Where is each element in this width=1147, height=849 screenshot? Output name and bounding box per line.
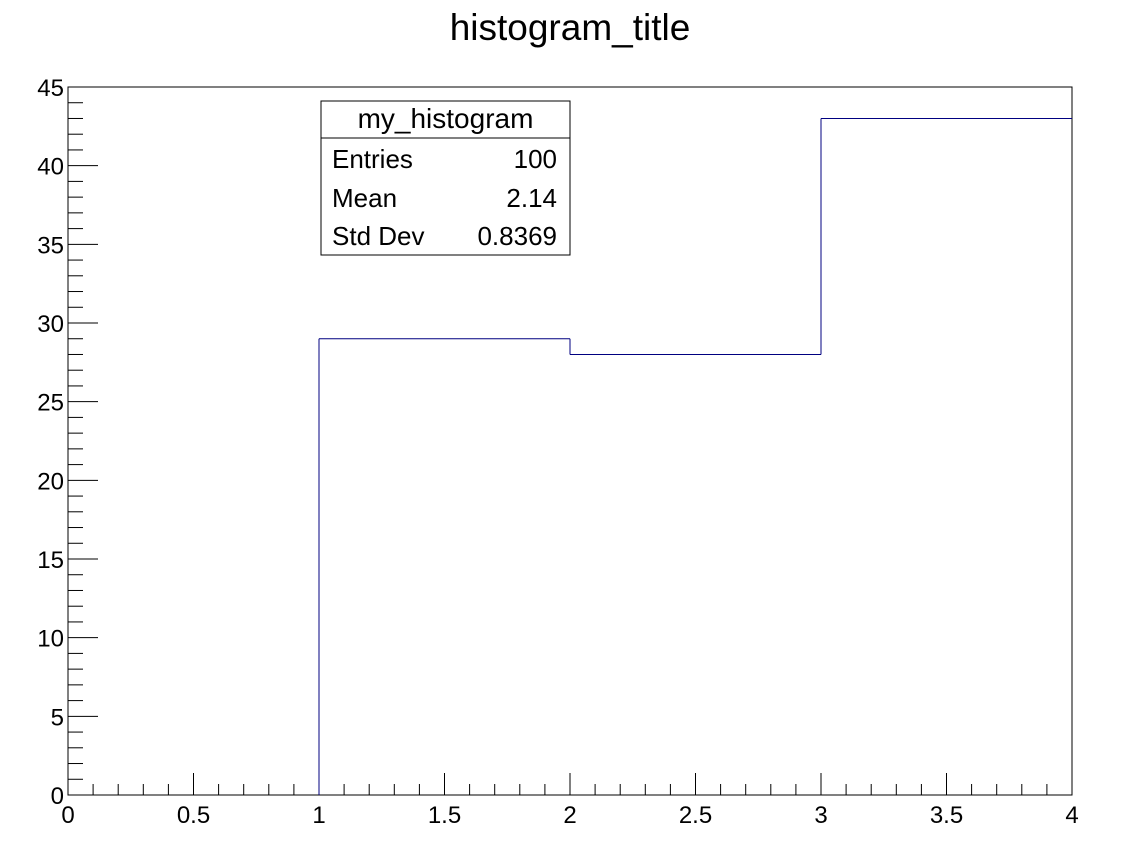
y-tick-label: 15 [37,547,64,574]
x-tick-label: 2.5 [679,802,712,829]
stats-entries-value: 100 [514,144,557,174]
x-tick-label: 1.5 [428,802,461,829]
chart-title: histogram_title [450,7,691,48]
x-tick-label: 4 [1065,802,1078,829]
y-tick-label: 0 [51,783,64,810]
y-tick-label: 25 [37,390,64,417]
y-tick-label: 10 [37,626,64,653]
stats-stddev-label: Std Dev [332,221,425,251]
histogram-bars [318,117,1072,795]
x-tick-label: 0 [61,802,74,829]
x-tick-label: 2 [563,802,576,829]
x-tick-label: 1 [312,802,325,829]
y-tick-label: 40 [37,154,64,181]
y-tick-label: 35 [37,232,64,259]
stats-stddev-value: 0.8369 [477,221,557,251]
stats-box-title: my_histogram [358,103,534,134]
y-tick-label: 20 [37,468,64,495]
x-axis-ticks: 0 0.5 1 1.5 2 2.5 3 3.5 4 [61,773,1079,829]
stats-box: my_histogram Entries 100 Mean 2.14 Std D… [320,100,571,256]
x-tick-label: 3.5 [930,802,963,829]
y-tick-label: 45 [37,75,64,102]
y-axis-ticks: 0 5 10 15 20 25 30 35 40 45 [37,75,98,810]
x-tick-label: 3 [814,802,827,829]
stats-mean-value: 2.14 [506,183,557,213]
stats-box-border [320,100,571,256]
y-tick-label: 5 [51,704,64,731]
stats-mean-label: Mean [332,183,397,213]
x-tick-label: 0.5 [177,802,210,829]
stats-entries-label: Entries [332,144,413,174]
y-tick-label: 30 [37,311,64,338]
